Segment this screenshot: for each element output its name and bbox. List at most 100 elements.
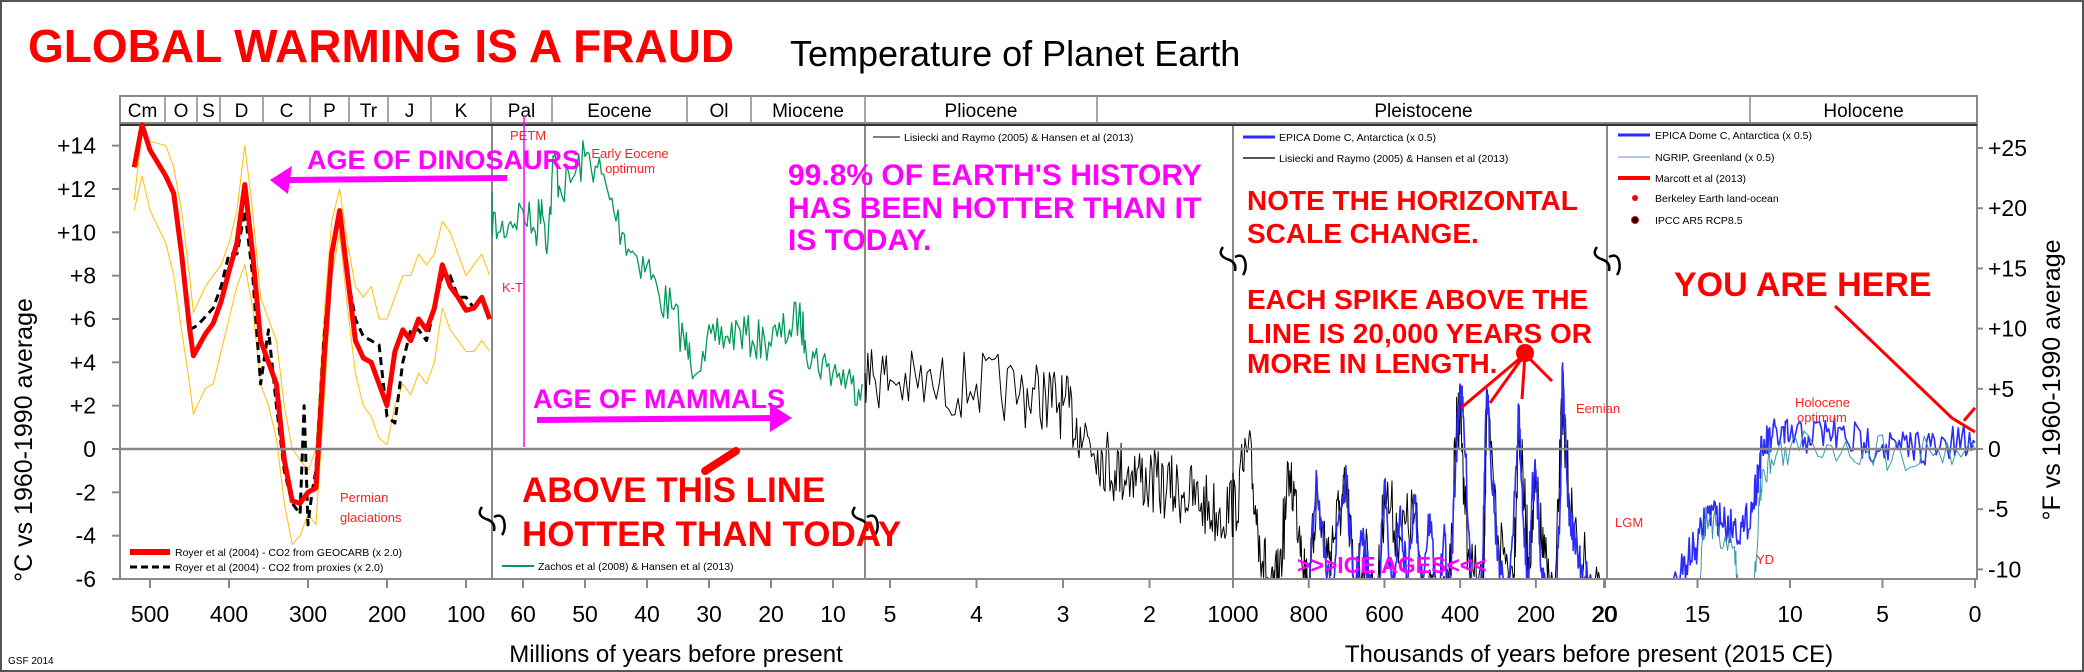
x-tick-label: 5 bbox=[884, 601, 897, 627]
x-tick-label: 5 bbox=[1876, 601, 1889, 627]
period-pliocene: Pliocene bbox=[945, 101, 1018, 122]
axis-break-icon bbox=[1593, 246, 1621, 276]
y-right-tick-label: -10 bbox=[1988, 556, 2021, 582]
x-tick-label: 200 bbox=[1517, 601, 1555, 627]
y-tick-label: +6 bbox=[70, 306, 96, 332]
scale-note-line: SCALE CHANGE. bbox=[1247, 218, 1479, 249]
annotations: PETM K-T Early Eocene optimum AGE OF DIN… bbox=[270, 115, 1976, 578]
arrow-left-icon bbox=[270, 166, 292, 194]
you-are-here-pointer bbox=[1833, 304, 1976, 434]
period-pal: Pal bbox=[508, 101, 535, 122]
y-right-tick-label: +5 bbox=[1988, 376, 2014, 402]
y-axis-label-fahrenheit: °F vs 1960-1990 average bbox=[2038, 239, 2066, 520]
series-band-line bbox=[133, 175, 491, 545]
y-tick-label: +14 bbox=[57, 133, 96, 159]
y-tick-label: -2 bbox=[76, 479, 96, 505]
axes: +14+12+10+8+6+4+20-2-4-6+25+20+15+10+50-… bbox=[57, 133, 2027, 627]
spike-note-line: MORE IN LENGTH. bbox=[1247, 348, 1497, 379]
age-of-dinosaurs-label: AGE OF DINOSAURS bbox=[307, 145, 580, 175]
yd-label: YD bbox=[1756, 552, 1774, 567]
you-are-here-label: YOU ARE HERE bbox=[1674, 266, 1932, 304]
y-right-tick-label: 0 bbox=[1988, 436, 2001, 462]
x-tick-label: 400 bbox=[210, 601, 248, 627]
x-tick-label: 10 bbox=[820, 601, 846, 627]
x-tick-label: 0 bbox=[1969, 601, 1982, 627]
x-tick-label: 10 bbox=[1777, 601, 1803, 627]
series-marcott-line bbox=[1962, 406, 1977, 422]
y-right-tick-label: +15 bbox=[1988, 255, 2027, 281]
main-title: GLOBAL WARMING IS A FRAUD bbox=[28, 20, 734, 72]
holocene-optimum-label: optimum bbox=[1797, 410, 1847, 425]
permian-label: glaciations bbox=[340, 510, 402, 525]
y-tick-label: +8 bbox=[70, 263, 96, 289]
x-tick-label: 20 bbox=[1592, 601, 1618, 627]
legend-entry: Zachos et al (2008) & Hansen et al (2013… bbox=[538, 561, 734, 573]
period-d: D bbox=[235, 101, 249, 122]
y-right-tick-label: +25 bbox=[1988, 135, 2027, 161]
x-tick-label: 100 bbox=[447, 601, 485, 627]
legend-entry: EPICA Dome C, Antarctica (x 0.5) bbox=[1655, 130, 1812, 142]
x-tick-label: 200 bbox=[368, 601, 406, 627]
series-epica-line bbox=[1607, 417, 1976, 580]
dinosaurs-arrow bbox=[284, 175, 508, 183]
series-geocarb-line bbox=[131, 122, 493, 506]
x-tick-label: 800 bbox=[1290, 601, 1328, 627]
legend-entry: Royer et al (2004) - CO2 from GEOCARB (x… bbox=[175, 547, 402, 559]
above-line-note: HOTTER THAN TODAY bbox=[522, 515, 901, 554]
x-tick-label: 500 bbox=[131, 601, 169, 627]
legend-panel-5: EPICA Dome C, Antarctica (x 0.5) NGRIP, … bbox=[1618, 130, 1812, 227]
axis-break-icon bbox=[851, 506, 879, 536]
x-tick-label: 40 bbox=[634, 601, 660, 627]
arrow-right-icon bbox=[770, 404, 792, 432]
x-tick-label: 600 bbox=[1365, 601, 1403, 627]
above-line-note: ABOVE THIS LINE bbox=[522, 471, 825, 510]
x-tick-label: 2 bbox=[1143, 601, 1156, 627]
holocene-optimum-label: Holocene bbox=[1795, 395, 1850, 410]
history-note-line: IS TODAY. bbox=[788, 224, 931, 257]
y-tick-label: +10 bbox=[57, 219, 96, 245]
y-right-tick-label: +10 bbox=[1988, 316, 2027, 342]
x-axis-label-thousands: Thousands of years before present (2015 … bbox=[1345, 641, 1833, 668]
y-tick-label: +2 bbox=[70, 393, 96, 419]
legend-panel-2: Zachos et al (2008) & Hansen et al (2013… bbox=[502, 561, 734, 573]
x-tick-label: 60 bbox=[510, 601, 536, 627]
period-ol: Ol bbox=[710, 101, 729, 122]
data-series bbox=[131, 122, 1977, 580]
period-pleistocene: Pleistocene bbox=[1374, 101, 1472, 122]
period-miocene: Miocene bbox=[772, 101, 844, 122]
legend-entry: EPICA Dome C, Antarctica (x 0.5) bbox=[1279, 132, 1436, 144]
x-tick-label: 300 bbox=[289, 601, 327, 627]
x-tick-label: 30 bbox=[696, 601, 722, 627]
petm-label: PETM bbox=[510, 128, 546, 143]
legend-entry: NGRIP, Greenland (x 0.5) bbox=[1655, 152, 1774, 164]
spike-pointer-dot bbox=[1516, 344, 1534, 362]
axis-break-icon bbox=[478, 506, 506, 536]
period-holocene: Holocene bbox=[1823, 101, 1903, 122]
period-tr: Tr bbox=[360, 101, 378, 122]
kt-label: K-T bbox=[502, 280, 523, 295]
legend-entry: Lisiecki and Raymo (2005) & Hansen et al… bbox=[904, 132, 1133, 144]
zero-line-pointer bbox=[701, 447, 740, 475]
y-axis-label-celsius: °C vs 1960-1990 average bbox=[10, 298, 38, 582]
series-lr-line bbox=[1232, 375, 1604, 580]
credit-label: GSF 2014 bbox=[8, 656, 54, 667]
y-right-tick-label: -5 bbox=[1988, 496, 2008, 522]
y-tick-label: -6 bbox=[76, 566, 96, 592]
x-tick-label: 15 bbox=[1685, 601, 1711, 627]
legend-entry: Marcott et al (2013) bbox=[1655, 173, 1746, 185]
x-tick-label: 400 bbox=[1441, 601, 1479, 627]
early-eocene-label: optimum bbox=[605, 161, 655, 176]
period-o: O bbox=[174, 101, 189, 122]
legend-entry: Lisiecki and Raymo (2005) & Hansen et al… bbox=[1279, 153, 1508, 165]
period-eocene: Eocene bbox=[587, 101, 651, 122]
x-tick-label: 1000 bbox=[1207, 601, 1258, 627]
early-eocene-label: Early Eocene bbox=[591, 146, 668, 161]
y-tick-label: 0 bbox=[83, 436, 96, 462]
period-s: S bbox=[202, 101, 215, 122]
axis-break-icon bbox=[1219, 246, 1247, 276]
period-cm: Cm bbox=[128, 101, 158, 122]
spike-note-line: EACH SPIKE ABOVE THE bbox=[1247, 284, 1588, 315]
chart-subtitle: Temperature of Planet Earth bbox=[790, 33, 1240, 74]
period-c: C bbox=[280, 101, 294, 122]
